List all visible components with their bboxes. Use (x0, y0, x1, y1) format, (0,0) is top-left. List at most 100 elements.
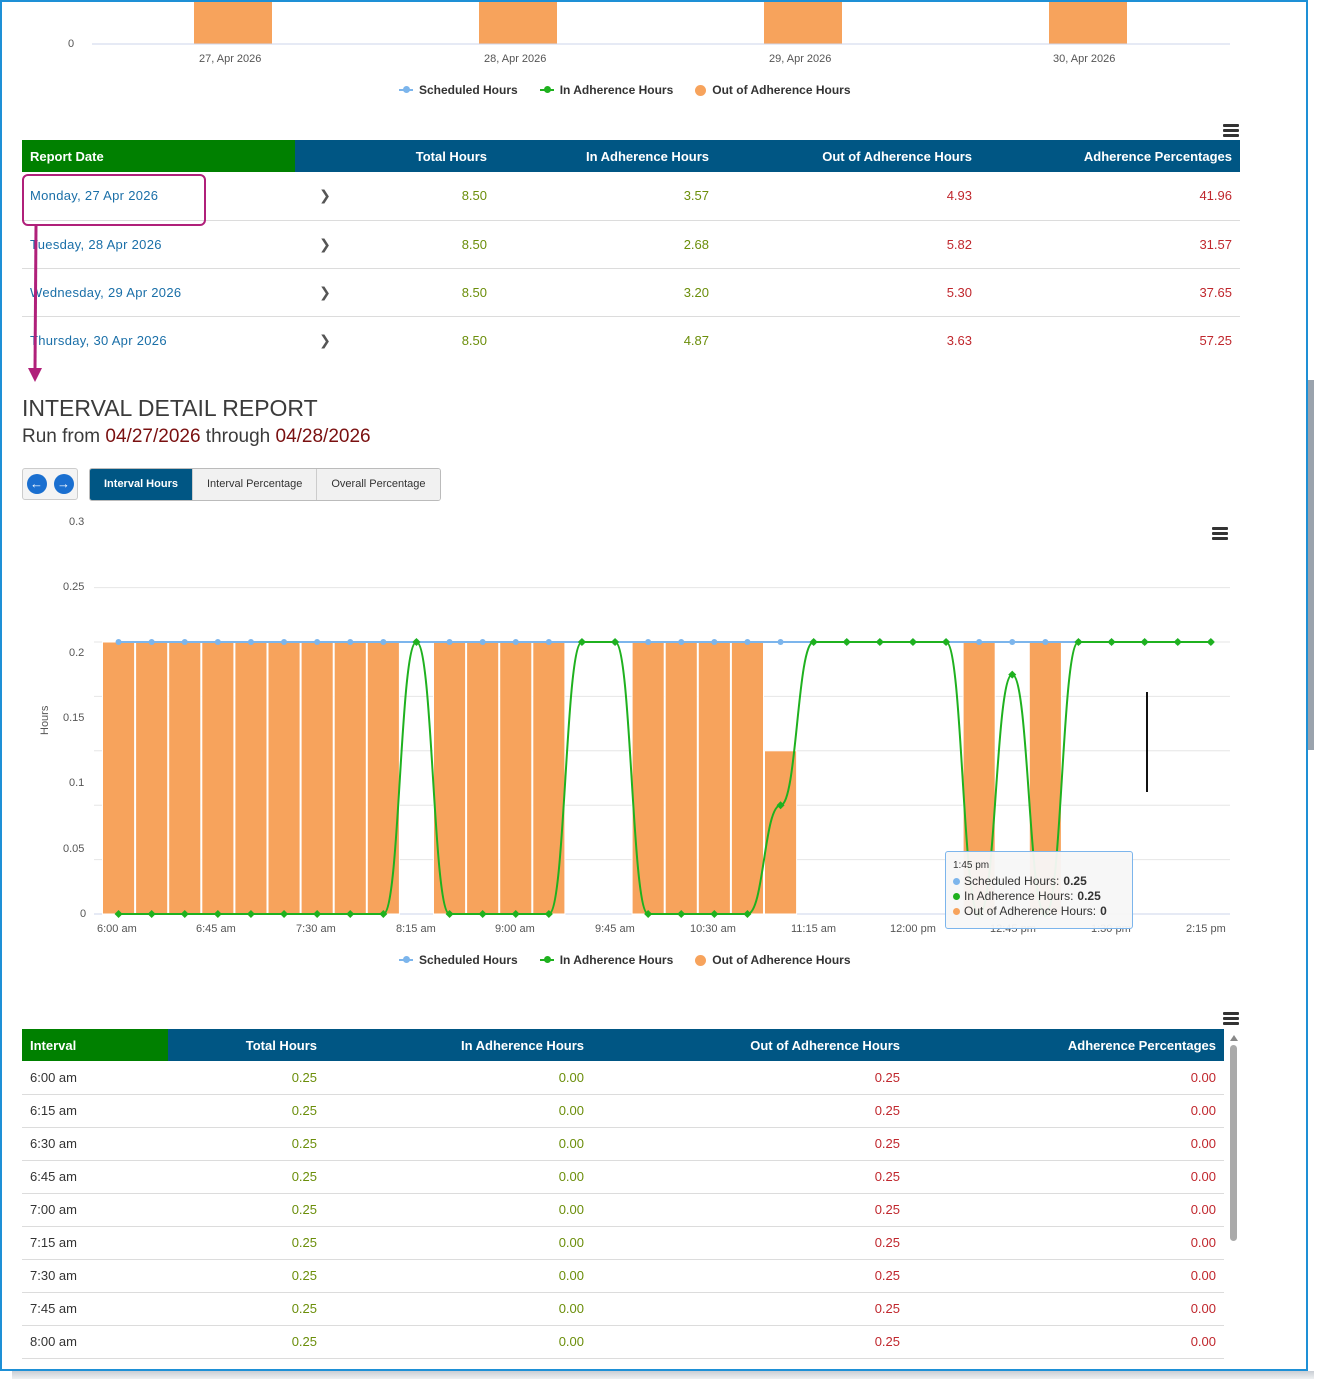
col-out-adherence[interactable]: Out of Adherence Hours (717, 140, 980, 172)
in-adherence-point[interactable] (677, 910, 686, 918)
in-adherence-point[interactable] (644, 910, 653, 918)
out-adherence-bar[interactable] (234, 641, 268, 915)
out-adherence-bar[interactable] (102, 641, 136, 915)
scheduled-point[interactable] (181, 639, 188, 645)
table-row[interactable]: Monday, 27 Apr 2026 ❯ 8.50 3.57 4.93 41.… (22, 172, 1240, 221)
in-adherence-point[interactable] (710, 910, 719, 918)
in-adherence-point[interactable] (875, 638, 884, 646)
in-adherence-point[interactable] (445, 910, 454, 918)
in-adherence-point[interactable] (1107, 638, 1116, 646)
scheduled-point[interactable] (247, 639, 254, 645)
chevron-right-icon[interactable]: ❯ (295, 172, 355, 221)
interval-table-menu-icon[interactable] (1223, 1012, 1239, 1026)
report-date-link[interactable]: Wednesday, 29 Apr 2026 (22, 268, 295, 317)
in-adherence-point[interactable] (544, 910, 553, 918)
table-scrollbar[interactable] (1229, 1034, 1238, 1369)
table-row[interactable]: 7:30 am 0.25 0.00 0.25 0.00 (22, 1259, 1224, 1293)
scheduled-point[interactable] (777, 639, 784, 645)
out-adherence-bar[interactable] (466, 641, 500, 915)
scheduled-point[interactable] (512, 639, 519, 645)
daily-bar[interactable] (479, 2, 557, 44)
col-out-adherence[interactable]: Out of Adherence Hours (592, 1029, 908, 1061)
out-adherence-bar[interactable] (366, 641, 400, 915)
out-adherence-bar[interactable] (664, 641, 698, 915)
in-adherence-point[interactable] (180, 910, 189, 918)
daily-bar[interactable] (764, 2, 842, 44)
in-adherence-point[interactable] (776, 801, 785, 810)
daily-bar[interactable] (194, 2, 272, 44)
out-adherence-bar[interactable] (168, 641, 202, 915)
legend-item-in-adherence[interactable]: In Adherence Hours (539, 83, 673, 97)
scroll-up-arrow-icon[interactable] (1229, 1035, 1238, 1041)
in-adherence-point[interactable] (379, 910, 388, 918)
scheduled-point[interactable] (1042, 639, 1049, 645)
scheduled-point[interactable] (545, 639, 552, 645)
scheduled-point[interactable] (115, 639, 122, 645)
report-date-link[interactable]: Thursday, 30 Apr 2026 (30, 332, 167, 348)
table-row[interactable]: 6:15 am 0.25 0.00 0.25 0.00 (22, 1094, 1224, 1128)
in-adherence-point[interactable] (908, 638, 917, 646)
scheduled-point[interactable] (214, 639, 221, 645)
out-adherence-bar[interactable] (333, 641, 367, 915)
table-row[interactable]: Thursday, 30 Apr 2026 ❯ 8.50 4.87 3.63 5… (22, 316, 1240, 364)
scheduled-point[interactable] (976, 639, 983, 645)
in-adherence-point[interactable] (511, 910, 520, 918)
in-adherence-point[interactable] (743, 910, 752, 918)
interval-table-container[interactable]: Interval Total Hours In Adherence Hours … (22, 1029, 1240, 1369)
table-row[interactable]: Wednesday, 29 Apr 2026 ❯ 8.50 3.20 5.30 … (22, 268, 1240, 317)
previous-arrow-icon[interactable]: ← (26, 474, 47, 494)
scroll-thumb[interactable] (1230, 1045, 1237, 1241)
scheduled-point[interactable] (380, 639, 387, 645)
out-adherence-bar[interactable] (433, 641, 467, 915)
in-adherence-point[interactable] (1206, 638, 1215, 646)
in-adherence-point[interactable] (842, 638, 851, 646)
out-adherence-bar[interactable] (267, 641, 301, 915)
scheduled-point[interactable] (1009, 639, 1016, 645)
report-date-link[interactable]: Tuesday, 28 Apr 2026 (22, 220, 295, 269)
table-row[interactable]: 7:00 am 0.25 0.00 0.25 0.00 (22, 1193, 1224, 1227)
col-in-adherence[interactable]: In Adherence Hours (495, 140, 717, 172)
table-row[interactable]: 8:00 am 0.25 0.00 0.25 0.00 (22, 1325, 1224, 1359)
col-adherence-pct[interactable]: Adherence Percentages (980, 140, 1240, 172)
in-adherence-point[interactable] (412, 638, 421, 646)
in-adherence-point[interactable] (478, 910, 487, 918)
in-adherence-point[interactable] (1074, 638, 1083, 646)
table-row[interactable]: 7:15 am 0.25 0.00 0.25 0.00 (22, 1226, 1224, 1260)
in-adherence-point[interactable] (809, 638, 818, 646)
in-adherence-point[interactable] (246, 910, 255, 918)
in-adherence-point[interactable] (1140, 638, 1149, 646)
out-adherence-bar[interactable] (201, 641, 235, 915)
col-total-hours[interactable]: Total Hours (355, 140, 495, 172)
scheduled-point[interactable] (645, 639, 652, 645)
in-adherence-point[interactable] (114, 910, 123, 918)
out-adherence-bar[interactable] (499, 641, 533, 915)
out-adherence-bar[interactable] (135, 641, 169, 915)
summary-menu-icon[interactable] (1223, 124, 1239, 138)
scheduled-point[interactable] (314, 639, 321, 645)
table-row[interactable]: 6:30 am 0.25 0.00 0.25 0.00 (22, 1127, 1224, 1161)
in-adherence-point[interactable] (213, 910, 222, 918)
legend-item-out-adherence[interactable]: Out of Adherence Hours (695, 953, 851, 967)
scheduled-point[interactable] (148, 639, 155, 645)
in-adherence-point[interactable] (1008, 670, 1017, 679)
tab-interval-hours[interactable]: Interval Hours (90, 469, 193, 500)
legend-item-scheduled[interactable]: Scheduled Hours (399, 953, 518, 967)
legend-item-out-adherence[interactable]: Out of Adherence Hours (695, 83, 851, 97)
table-row[interactable]: 6:00 am 0.25 0.00 0.25 0.00 (22, 1061, 1224, 1095)
col-report-date[interactable]: Report Date (22, 140, 295, 172)
table-row[interactable]: 6:45 am 0.25 0.00 0.25 0.00 (22, 1160, 1224, 1194)
report-date-link[interactable]: Monday, 27 Apr 2026 (22, 172, 295, 221)
in-adherence-point[interactable] (942, 638, 951, 646)
legend-item-in-adherence[interactable]: In Adherence Hours (539, 953, 673, 967)
scheduled-point[interactable] (711, 639, 718, 645)
in-adherence-point[interactable] (280, 910, 289, 918)
out-adherence-bar[interactable] (300, 641, 334, 915)
in-adherence-point[interactable] (313, 910, 322, 918)
in-adherence-point[interactable] (346, 910, 355, 918)
table-row[interactable]: Tuesday, 28 Apr 2026 ❯ 8.50 2.68 5.82 31… (22, 220, 1240, 269)
out-adherence-bar[interactable] (532, 641, 566, 915)
table-row[interactable]: 7:45 am 0.25 0.00 0.25 0.00 (22, 1292, 1224, 1326)
col-interval[interactable]: Interval (22, 1029, 168, 1061)
in-adherence-point[interactable] (1173, 638, 1182, 646)
in-adherence-point[interactable] (611, 638, 620, 646)
